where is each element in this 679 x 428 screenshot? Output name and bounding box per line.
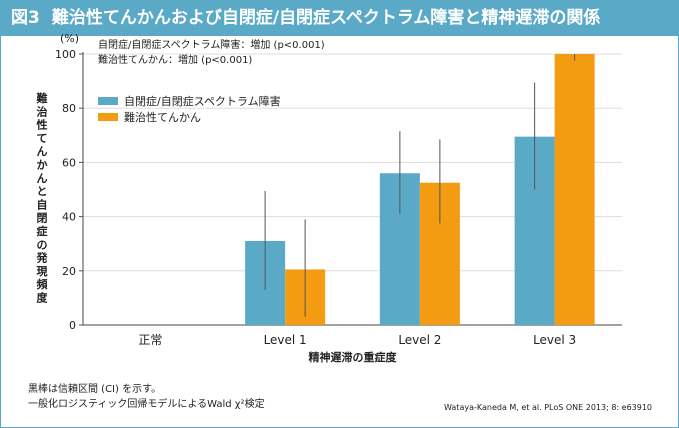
y-tick-label: 20 (62, 265, 76, 278)
figure-label: 図3 (11, 8, 40, 28)
legend-label: 自閉症/自閉症スペクトラム障害 (124, 94, 281, 108)
x-tick-label: 正常 (138, 333, 162, 347)
x-tick-label: Level 3 (533, 333, 576, 347)
y-tick-label: 40 (62, 211, 76, 224)
footnote-test: 一般化ロジスティック回帰モデルによるWald χ²検定 (28, 399, 265, 410)
legend-label: 難治性てんかん (124, 110, 201, 124)
y-tick-label: 0 (69, 319, 76, 332)
bar (554, 54, 595, 325)
x-tick-label: Level 1 (264, 333, 307, 347)
legend-swatch (98, 113, 118, 121)
figure-title: 難治性てんかんおよび自閉症/自閉症スペクトラム障害と精神遅滞の関係 (51, 8, 601, 28)
x-axis-title: 精神遅滞の重症度 (309, 350, 398, 364)
stat-annotation: 自閉症/自閉症スペクトラム障害：増加 (p<0.001) (98, 38, 325, 51)
stat-annotation: 難治性てんかん：増加 (p<0.001) (98, 53, 252, 66)
y-tick-label: 60 (62, 156, 76, 169)
y-tick-label: 80 (62, 102, 76, 115)
legend-swatch (98, 97, 118, 105)
citation: Wataya-Kaneda M, et al. PLoS ONE 2013; 8… (444, 403, 653, 412)
x-tick-label: Level 2 (398, 333, 441, 347)
y-unit-label: (%) (60, 32, 79, 45)
y-tick-label: 100 (55, 48, 76, 61)
footnote-ci: 黒棒は信頼区間 (CI) を示す。 (28, 384, 162, 395)
figure-header: 図3 難治性てんかんおよび自閉症/自閉症スペクトラム障害と精神遅滞の関係 (1, 1, 678, 36)
y-axis-title: 難治性てんかんと自閉症の発現頻度 (36, 91, 49, 305)
